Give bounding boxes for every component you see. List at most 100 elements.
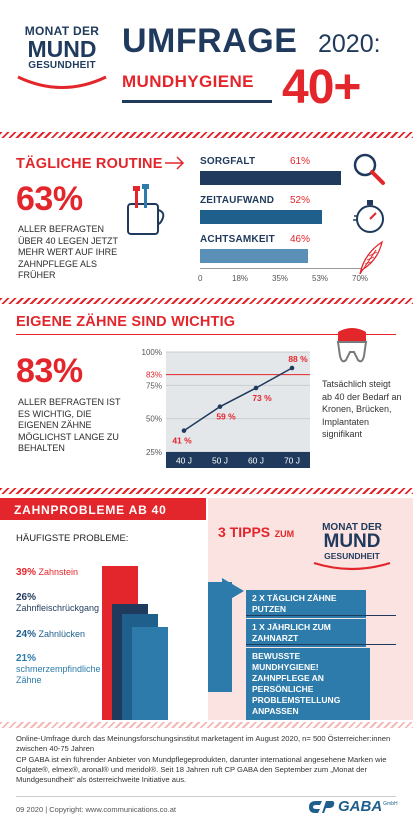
tips-arrow-icon (222, 578, 244, 604)
tick-2: 35% (272, 274, 289, 283)
chart-data-label: 73 % (252, 393, 272, 403)
tick-1: 18% (232, 274, 249, 283)
stopwatch-icon (353, 200, 384, 233)
tick-0: 0 (198, 274, 203, 283)
bar-fill-1 (200, 210, 322, 224)
footer-line2: CP GABA ist ein führender Anbieter von M… (16, 755, 387, 784)
routine-title: TÄGLICHE ROUTINE (16, 156, 163, 172)
own-teeth-side-text: Tatsächlich steigt ab 40 der Bedarf an K… (322, 379, 402, 439)
chart-point (253, 385, 259, 391)
chart-y-tick: 25% (146, 448, 162, 457)
problem-pct-1: 26% (16, 592, 37, 603)
chart-y-tick: 100% (142, 348, 162, 357)
chart-x-axis-band (166, 452, 310, 468)
tick-4: 70% (352, 274, 369, 283)
chart-data-label: 88 % (288, 354, 308, 364)
bar-label-0: SORGFALT (200, 156, 256, 167)
problem-pct-0: 39% (16, 567, 37, 578)
header: MONAT DER MUND GESUNDHEIT UMFRAGE 2020: … (0, 0, 413, 130)
tips-zum: ZUM (274, 529, 295, 539)
tips-smile-swoosh-icon (313, 561, 391, 571)
footer-brand-logo: GABA GmbH (306, 798, 398, 815)
toothbrush-cup-icon (127, 184, 165, 235)
own-teeth-text: ALLER BEFRAGTEN IST ES WICHTIG, DIE EIGE… (18, 397, 121, 453)
tips-logo-line1: MONAT DER (322, 522, 382, 533)
problem-label-3: schmerzempfindliche Zähne (16, 664, 101, 685)
chart-point (181, 428, 187, 433)
chart-x-tick: 40 J (176, 456, 192, 466)
problems-title-bar: ZAHNPROBLEME AB 40 (0, 498, 206, 520)
divider-hatch-3 (0, 488, 413, 494)
footer-brand-suffix: GmbH (383, 801, 398, 807)
header-logo: MONAT DER MUND GESUNDHEIT (14, 24, 110, 92)
chart-x-tick: 60 J (248, 456, 264, 466)
tips-title-text: 3 TIPPS (218, 524, 271, 540)
chart-reference-label: 83% (146, 371, 162, 380)
header-age: 40+ (282, 61, 361, 114)
footer-copyright: 09 2020 | Copyright: www.communications.… (16, 805, 176, 814)
tip-item-1: 1 X JÄHRLICH ZUM ZAHNARZT (246, 619, 366, 647)
divider-hatch-4 (0, 722, 413, 728)
cp-logo-icon (309, 801, 335, 813)
problem-item-1: 26% Zahnfleischrückgang (16, 592, 102, 614)
tips-logo: MONAT DER MUND GESUNDHEIT (304, 522, 400, 571)
tips-panel: 3 TIPPS ZUM MONAT DER MUND GESUNDHEIT 2 … (208, 498, 413, 720)
bar-label-2: ACHTSAMKEIT (200, 234, 275, 245)
subtitle-underline (122, 100, 272, 103)
problem-item-3: 21% schmerzempfindliche Zähne (16, 653, 101, 686)
footer-line1: Online-Umfrage durch das Meinungsforschu… (16, 734, 391, 753)
tooth-crown-icon (336, 328, 368, 363)
chart-data-label: 41 % (172, 436, 192, 446)
tip-rule-1 (246, 644, 396, 645)
problem-bar-3 (132, 627, 168, 720)
chart-data-label: 59 % (216, 412, 236, 422)
problem-label-2: Zahnlücken (38, 629, 86, 639)
chart-y-tick: 75% (146, 381, 162, 390)
problem-item-2: 24% Zahnlücken (16, 629, 85, 640)
bar-fill-2 (200, 249, 308, 263)
header-year: 2020: (318, 30, 381, 58)
problem-label-0: Zahnstein (38, 567, 79, 577)
chart-plot-area (166, 352, 310, 452)
problems-subtitle: HÄUFIGSTE PROBLEME: (16, 533, 129, 544)
chart-x-tick: 70 J (284, 456, 300, 466)
own-teeth-big-pct: 83% (16, 352, 83, 390)
arrow-right-icon (165, 156, 185, 170)
bar-pct-0: 61% (290, 156, 311, 167)
tip-item-2: BEWUSSTE MUNDHYGIENE! ZAHNPFLEGE AN PERS… (246, 648, 370, 720)
tips-logo-line3: GESUNDHEIT (324, 551, 380, 561)
header-title: UMFRAGE (122, 22, 298, 60)
header-subtitle: MUNDHYGIENE (122, 72, 254, 91)
chart-series-line (183, 367, 293, 432)
smile-swoosh-icon (17, 75, 107, 89)
problem-pct-2: 24% (16, 629, 37, 640)
problem-item-0: 39% Zahnstein (16, 567, 78, 578)
own-teeth-title-rule (16, 334, 396, 335)
magnifier-icon (353, 153, 385, 185)
line-chart-svg: 100% 75% 50% 25% 83% 40 J 50 J 60 J 70 J 41 % 59 %… (142, 348, 310, 468)
chart-x-tick: 50 J (212, 456, 228, 466)
feather-icon (359, 240, 383, 275)
bar-fill-0 (200, 171, 341, 185)
line-chart: 100% 75% 50% 25% 83% 40 J 50 J 60 J 70 J 41 % 59 %… (132, 346, 312, 470)
chart-y-tick: 50% (146, 415, 162, 424)
footer-rule (16, 796, 396, 797)
logo-line2: MUND (27, 36, 97, 62)
logo-line1: MONAT DER (24, 24, 100, 38)
routine-text: ALLER BEFRAGTEN ÜBER 40 LEGEN JETZT MEHR… (18, 224, 118, 280)
chart-point (217, 404, 223, 409)
logo-line3: GESUNDHEIT (28, 60, 96, 71)
bar-label-1: ZEITAUFWAND (200, 195, 275, 206)
footer-brand: GABA (338, 798, 383, 815)
bar-pct-2: 46% (290, 234, 311, 245)
routine-big-pct: 63% (16, 180, 83, 218)
problem-label-1: Zahnfleischrückgang (16, 603, 100, 613)
tick-3: 53% (312, 274, 329, 283)
chart-point (289, 365, 295, 371)
bar-axis (200, 268, 362, 269)
divider-hatch-1 (0, 132, 413, 138)
problems-title: ZAHNPROBLEME AB 40 (14, 503, 167, 517)
own-teeth-title: EIGENE ZÄHNE SIND WICHTIG (16, 314, 236, 330)
tips-logo-line2: MUND (323, 531, 381, 552)
problem-pct-3: 21% (16, 653, 37, 664)
